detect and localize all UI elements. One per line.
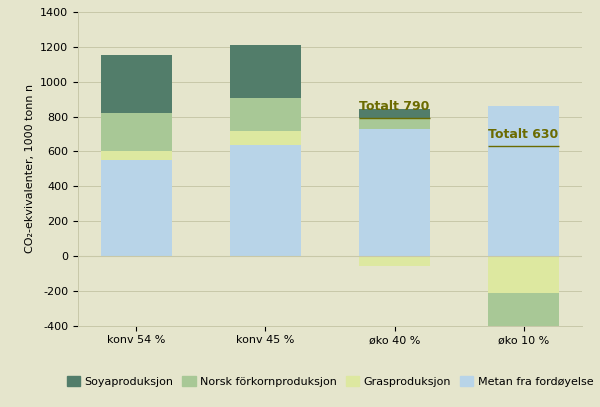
Bar bbox=[359, 109, 430, 118]
Bar bbox=[101, 55, 172, 113]
Bar bbox=[230, 45, 301, 98]
Bar bbox=[359, 129, 430, 256]
Bar bbox=[230, 144, 301, 256]
Bar bbox=[488, 293, 559, 328]
Bar bbox=[101, 113, 172, 151]
Text: Totalt 790: Totalt 790 bbox=[359, 100, 430, 113]
Bar bbox=[101, 151, 172, 160]
Legend: Soyaproduksjon, Norsk förkornproduksjon, Grasproduksjon, Metan fra fordøyelse: Soyaproduksjon, Norsk förkornproduksjon,… bbox=[62, 372, 598, 391]
Bar bbox=[359, 256, 430, 265]
Bar bbox=[359, 118, 430, 129]
Bar bbox=[230, 98, 301, 131]
Y-axis label: CO₂-ekvivalenter, 1000 tonn n: CO₂-ekvivalenter, 1000 tonn n bbox=[25, 84, 35, 254]
Bar bbox=[488, 106, 559, 256]
Bar bbox=[101, 160, 172, 256]
Bar bbox=[230, 131, 301, 144]
Bar bbox=[488, 256, 559, 293]
Text: Totalt 630: Totalt 630 bbox=[488, 128, 559, 141]
